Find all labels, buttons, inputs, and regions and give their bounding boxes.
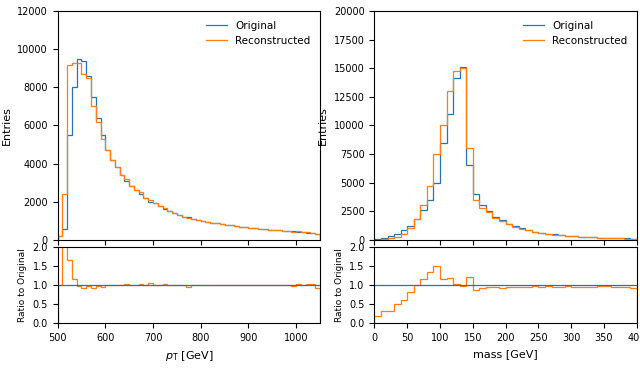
X-axis label: mass [GeV]: mass [GeV] <box>473 349 538 359</box>
Legend: Original, Reconstructed: Original, Reconstructed <box>519 17 632 50</box>
Y-axis label: Entries: Entries <box>318 106 328 145</box>
Legend: Original, Reconstructed: Original, Reconstructed <box>202 17 315 50</box>
Y-axis label: Entries: Entries <box>1 106 12 145</box>
Y-axis label: Ratio to Original: Ratio to Original <box>18 249 27 322</box>
Y-axis label: Ratio to Original: Ratio to Original <box>335 249 344 322</box>
X-axis label: $p_{\rm T}$ [GeV]: $p_{\rm T}$ [GeV] <box>164 349 213 362</box>
